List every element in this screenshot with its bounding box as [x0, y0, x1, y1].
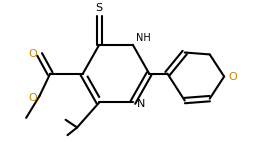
Text: N: N — [137, 99, 145, 109]
Text: S: S — [96, 3, 103, 13]
Text: O: O — [28, 93, 37, 103]
Text: NH: NH — [136, 33, 150, 43]
Text: O: O — [228, 72, 237, 82]
Text: O: O — [28, 50, 37, 59]
